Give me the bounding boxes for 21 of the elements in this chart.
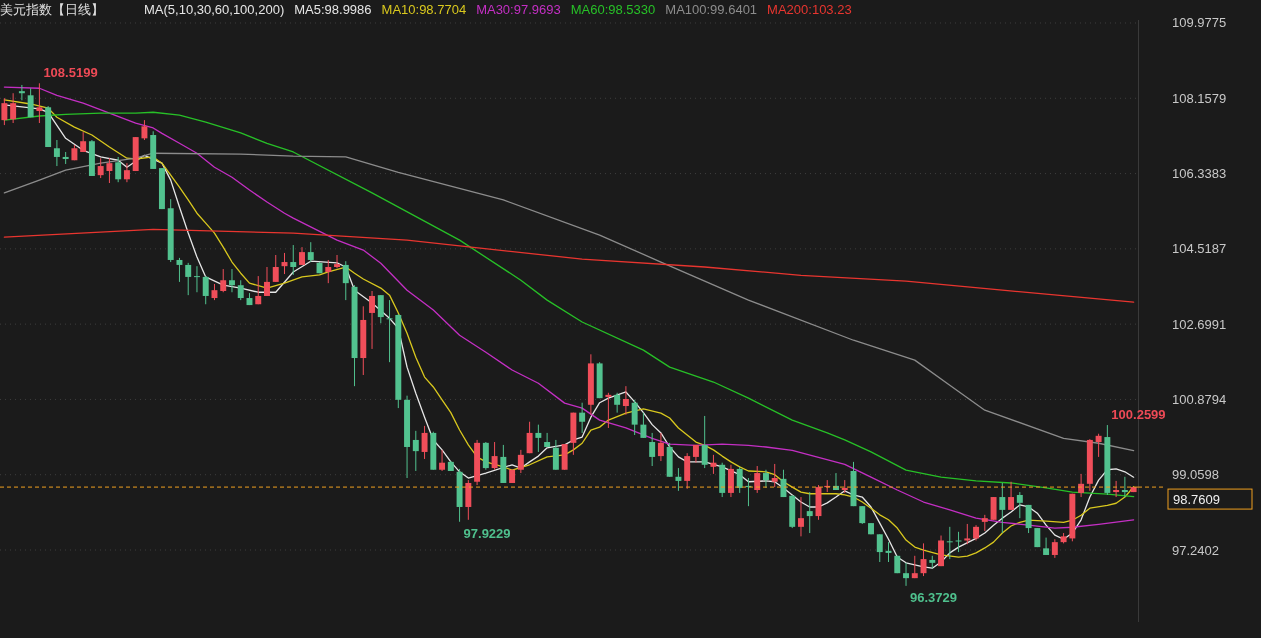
annotation: 108.5199 (43, 65, 98, 81)
annotation: 97.9229 (463, 525, 511, 541)
y-tick-label: 106.3383 (1172, 166, 1227, 182)
text: MA200:103.23 (767, 2, 852, 17)
y-tick-label: 99.0598 (1172, 467, 1219, 483)
y-tick-label: 102.6991 (1172, 316, 1227, 332)
text: MA30:97.9693 (476, 2, 561, 17)
chart-title: 美元指数【日线】 (0, 2, 104, 17)
y-tick-label: 109.9775 (1172, 15, 1227, 31)
text: MA5:98.9986 (294, 2, 372, 17)
text: MA100:99.6401 (665, 2, 758, 17)
text: MA10:98.7704 (381, 2, 467, 17)
y-tick-label: 100.8794 (1172, 391, 1227, 407)
ref-line-label: 98.7609 (1173, 492, 1220, 508)
chart-subtitle: MA(5,10,30,60,100,200) (144, 2, 285, 17)
annotation: 100.2599 (1111, 407, 1166, 423)
y-tick-label: 104.5187 (1172, 241, 1227, 257)
y-tick-label: 97.2402 (1172, 542, 1219, 558)
y-tick-label: 108.1579 (1172, 90, 1227, 106)
annotation: 96.3729 (910, 589, 958, 605)
text: MA60:98.5330 (570, 2, 656, 17)
